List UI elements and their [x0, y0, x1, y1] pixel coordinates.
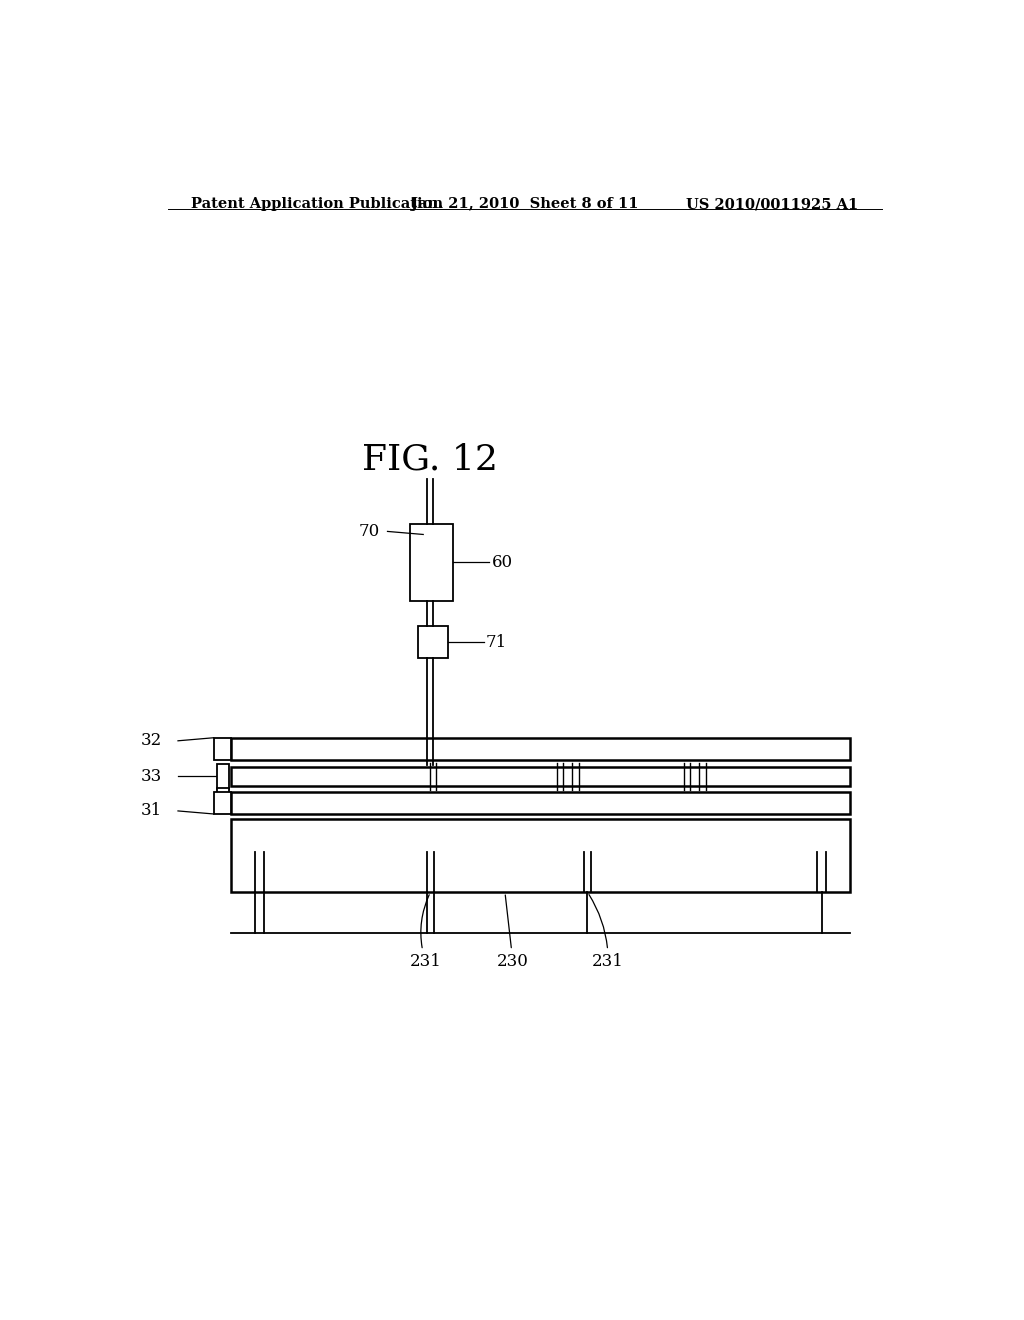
- Text: 70: 70: [358, 523, 380, 540]
- Text: 31: 31: [141, 803, 162, 820]
- Bar: [231, 818, 850, 892]
- Text: Patent Application Publication: Patent Application Publication: [191, 197, 443, 211]
- Bar: [231, 792, 850, 814]
- Text: 60: 60: [492, 554, 513, 572]
- Bar: [410, 524, 454, 601]
- Bar: [217, 788, 228, 793]
- Text: 230: 230: [497, 895, 528, 970]
- Text: 71: 71: [486, 634, 507, 651]
- Bar: [231, 738, 850, 760]
- Text: FIG. 12: FIG. 12: [361, 444, 498, 477]
- Text: 33: 33: [141, 768, 162, 785]
- Bar: [214, 792, 231, 814]
- Text: US 2010/0011925 A1: US 2010/0011925 A1: [686, 197, 858, 211]
- Text: 231: 231: [589, 895, 624, 970]
- Bar: [418, 626, 447, 659]
- Bar: [231, 767, 850, 785]
- Bar: [214, 738, 231, 760]
- Text: 32: 32: [141, 733, 162, 750]
- Text: Jan. 21, 2010  Sheet 8 of 11: Jan. 21, 2010 Sheet 8 of 11: [411, 197, 639, 211]
- Text: 231: 231: [410, 895, 441, 970]
- Bar: [217, 764, 228, 788]
